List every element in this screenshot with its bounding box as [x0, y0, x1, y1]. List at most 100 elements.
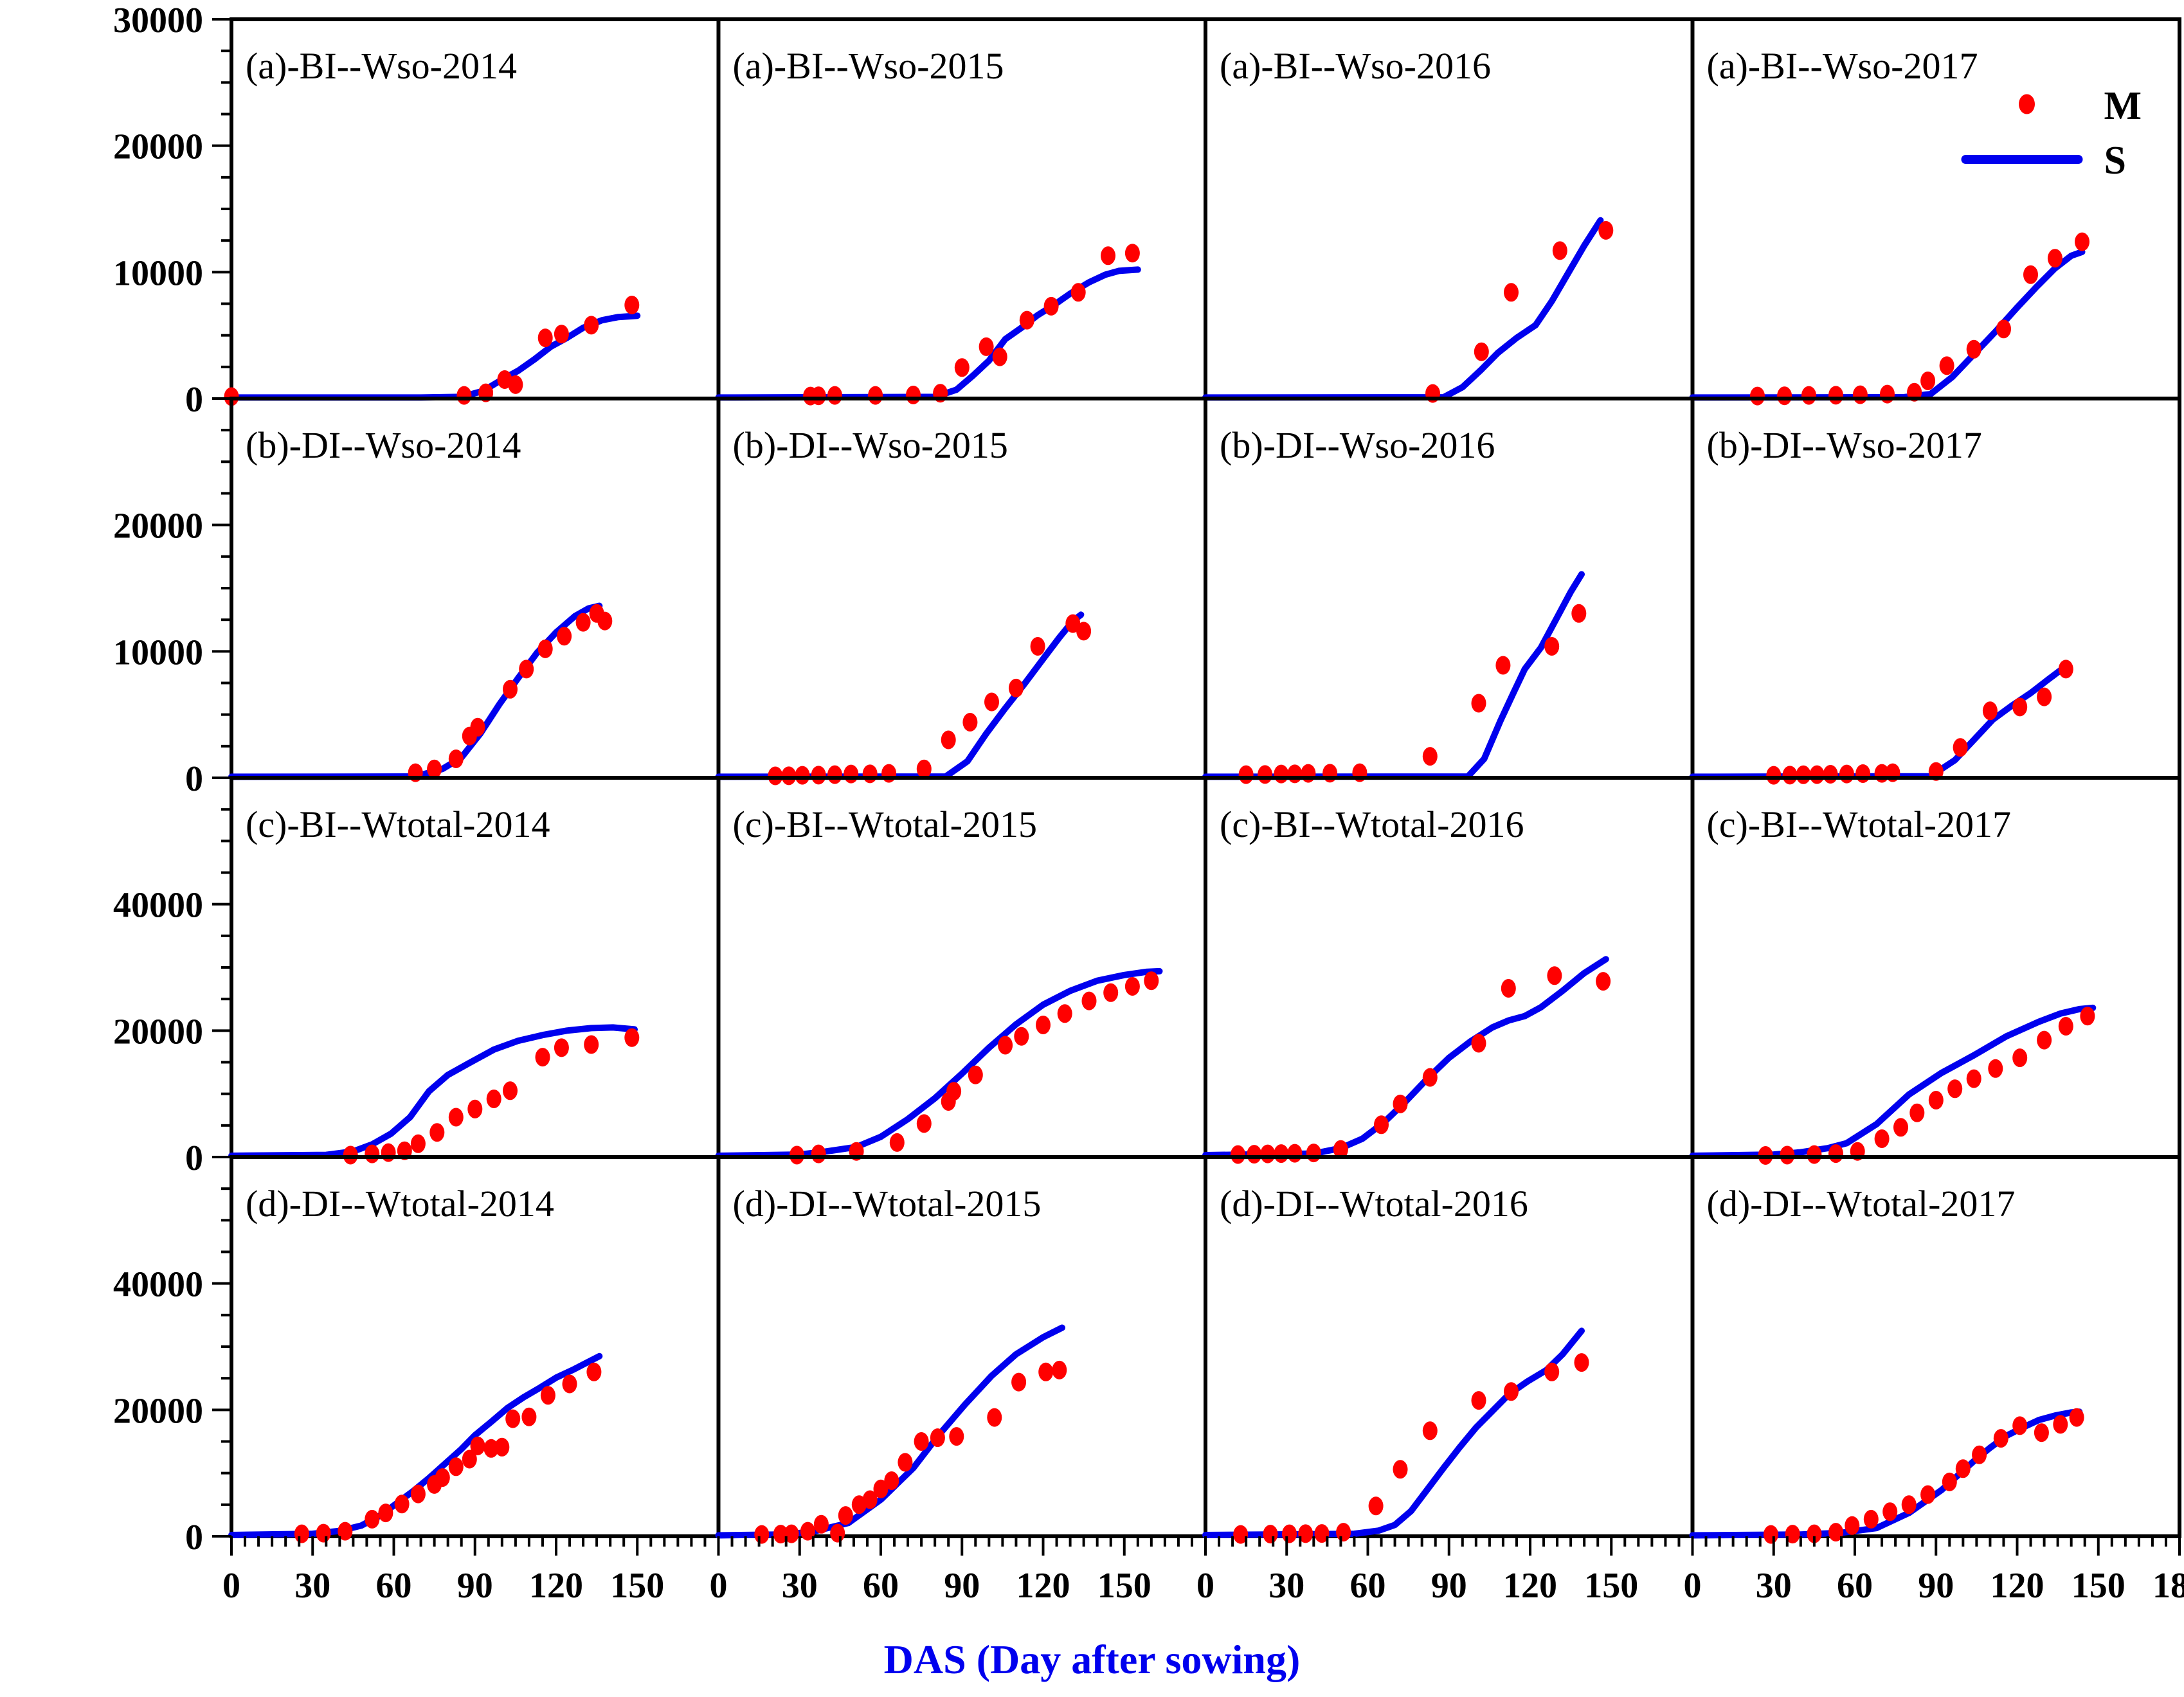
series-M-point-r2c2-9	[1422, 1068, 1438, 1087]
series-M-point-r2c1-13	[1103, 983, 1119, 1002]
series-S-line-r0c0	[228, 312, 641, 401]
subplot-title-r3c3: (d)-DI--Wtotal-2017	[1707, 1183, 2016, 1225]
subplot-title-r2c1: (c)-BI--Wtotal-2015	[733, 804, 1037, 845]
series-M-point-r3c0-3	[365, 1509, 380, 1529]
series-M-point-r2c2-7	[1374, 1115, 1389, 1135]
series-M-point-r0c1-2	[827, 386, 842, 405]
x-tick-label-30: 30	[1756, 1566, 1792, 1606]
subplot-title-r0c2: (a)-BI--Wso-2016	[1220, 45, 1491, 87]
subplot-title-r1c2: (b)-DI--Wso-2016	[1220, 424, 1495, 466]
series-S-line-r2c3	[1689, 1004, 2097, 1159]
series-M-point-r1c2-9	[1495, 656, 1511, 675]
series-M-point-r3c1-17	[1038, 1362, 1054, 1381]
series-M-point-r0c1-6	[954, 358, 970, 377]
subplot-title-r1c1: (b)-DI--Wso-2015	[733, 424, 1008, 466]
series-M-point-r3c1-0	[754, 1525, 770, 1544]
series-M-point-r3c0-8	[435, 1468, 450, 1487]
series-M-point-r2c0-6	[448, 1108, 464, 1127]
series-M-point-r1c1-11	[984, 692, 999, 712]
subplot-title-r3c1: (d)-DI--Wtotal-2015	[733, 1183, 1042, 1225]
series-M-point-r2c2-3	[1274, 1144, 1289, 1163]
series-M-point-r0c0-4	[508, 375, 523, 394]
series-M-point-r2c3-13	[2037, 1030, 2052, 1050]
series-M-point-r1c2-11	[1571, 604, 1587, 623]
series-M-point-r3c3-3	[1828, 1523, 1843, 1542]
subplot-title-r0c1: (a)-BI--Wso-2015	[733, 45, 1004, 87]
series-M-point-r1c3-11	[1982, 701, 1998, 721]
series-M-point-r0c3-12	[2047, 249, 2062, 268]
series-M-point-r3c0-1	[316, 1523, 331, 1543]
x-tick-label-0: 0	[222, 1566, 240, 1606]
series-M-point-r1c0-6	[519, 660, 534, 679]
series-M-point-r3c1-9	[873, 1479, 889, 1498]
series-M-point-r2c3-12	[2012, 1048, 2028, 1068]
series-M-point-r0c1-13	[1124, 244, 1140, 263]
series-M-point-r0c1-1	[811, 386, 826, 406]
series-M-point-r2c0-1	[365, 1144, 380, 1163]
series-M-point-r1c3-6	[1855, 764, 1871, 783]
subplot-title-r2c2: (c)-BI--Wtotal-2016	[1220, 804, 1524, 845]
series-M-point-r1c3-10	[1953, 738, 1968, 757]
series-M-point-r3c0-6	[410, 1484, 426, 1504]
y-tick-label-30000: 30000	[113, 1, 203, 40]
series-M-point-r3c0-12	[483, 1439, 499, 1458]
y-tick-label-20000: 20000	[113, 1012, 203, 1052]
series-M-point-r1c3-5	[1839, 764, 1854, 784]
series-M-point-r0c3-5	[1880, 384, 1895, 404]
series-M-point-r3c2-4	[1314, 1524, 1330, 1543]
x-tick-label-60: 60	[863, 1566, 899, 1606]
series-M-point-r0c1-12	[1101, 246, 1115, 265]
x-tick-label-180: 180	[2152, 1566, 2184, 1606]
series-M-point-r0c1-10	[1043, 296, 1059, 316]
x-tick-label-150: 150	[610, 1566, 664, 1606]
series-M-point-r1c0-5	[503, 679, 518, 699]
series-S-line-r2c1	[715, 967, 1163, 1159]
x-tick-label-120: 120	[1990, 1566, 2044, 1606]
series-M-point-r3c0-18	[586, 1362, 602, 1381]
series-M-point-r3c3-15	[2053, 1415, 2068, 1434]
legend-label-S: S	[2104, 139, 2126, 183]
subplot-title-r3c2: (d)-DI--Wtotal-2016	[1220, 1183, 1528, 1225]
series-M-point-r0c0-6	[554, 325, 569, 344]
subplot-title-r2c0: (c)-BI--Wtotal-2014	[246, 804, 550, 845]
series-M-point-r3c1-5	[830, 1523, 845, 1543]
series-M-point-r1c3-2	[1796, 765, 1811, 784]
series-M-point-r3c3-12	[1993, 1429, 2008, 1448]
series-M-point-r3c3-9	[1942, 1472, 1957, 1491]
series-M-point-r3c3-16	[2069, 1408, 2084, 1427]
series-S-line-r1c3	[1689, 663, 2072, 780]
series-S-line-r1c0	[228, 602, 603, 780]
y-tick-label-0: 0	[185, 1138, 203, 1178]
series-M-point-r1c1-10	[962, 713, 978, 732]
series-M-point-r1c0-7	[537, 639, 553, 658]
series-M-point-r1c1-6	[862, 764, 878, 784]
series-M-point-r2c0-4	[410, 1134, 426, 1153]
y-tick-label-20000: 20000	[113, 507, 203, 546]
series-M-point-r2c3-11	[1988, 1059, 2003, 1078]
series-M-point-r3c2-11	[1544, 1362, 1560, 1381]
series-M-point-r3c3-14	[2034, 1423, 2049, 1442]
series-M-point-r2c3-7	[1909, 1103, 1925, 1122]
y-tick-label-0: 0	[185, 1518, 203, 1558]
subplot-title-r1c0: (b)-DI--Wso-2014	[246, 424, 521, 466]
series-M-point-r2c2-10	[1471, 1034, 1486, 1053]
series-M-point-r3c0-10	[462, 1450, 477, 1469]
series-M-point-r3c3-7	[1901, 1495, 1917, 1514]
series-M-point-r1c3-3	[1809, 765, 1825, 784]
subplot-title-r0c0: (a)-BI--Wso-2014	[246, 45, 517, 87]
series-M-point-r1c2-1	[1258, 765, 1273, 784]
series-M-point-r3c2-6	[1368, 1496, 1384, 1516]
subplot-title-r0c3: (a)-BI--Wso-2017	[1707, 45, 1978, 87]
y-tick-label-40000: 40000	[113, 886, 203, 926]
series-M-point-r0c3-4	[1852, 385, 1868, 404]
series-M-point-r3c1-1	[773, 1525, 788, 1544]
series-M-point-r3c0-14	[505, 1409, 521, 1428]
series-M-point-r3c1-4	[813, 1514, 829, 1534]
series-M-point-r0c3-7	[1920, 372, 1936, 390]
x-tick-label-30: 30	[294, 1566, 330, 1606]
series-M-point-r0c3-8	[1939, 356, 1954, 375]
y-tick-label-10000: 10000	[113, 633, 203, 672]
y-tick-label-40000: 40000	[113, 1265, 203, 1305]
series-M-point-r2c2-5	[1306, 1144, 1321, 1163]
series-M-point-r0c0-1	[456, 386, 472, 405]
